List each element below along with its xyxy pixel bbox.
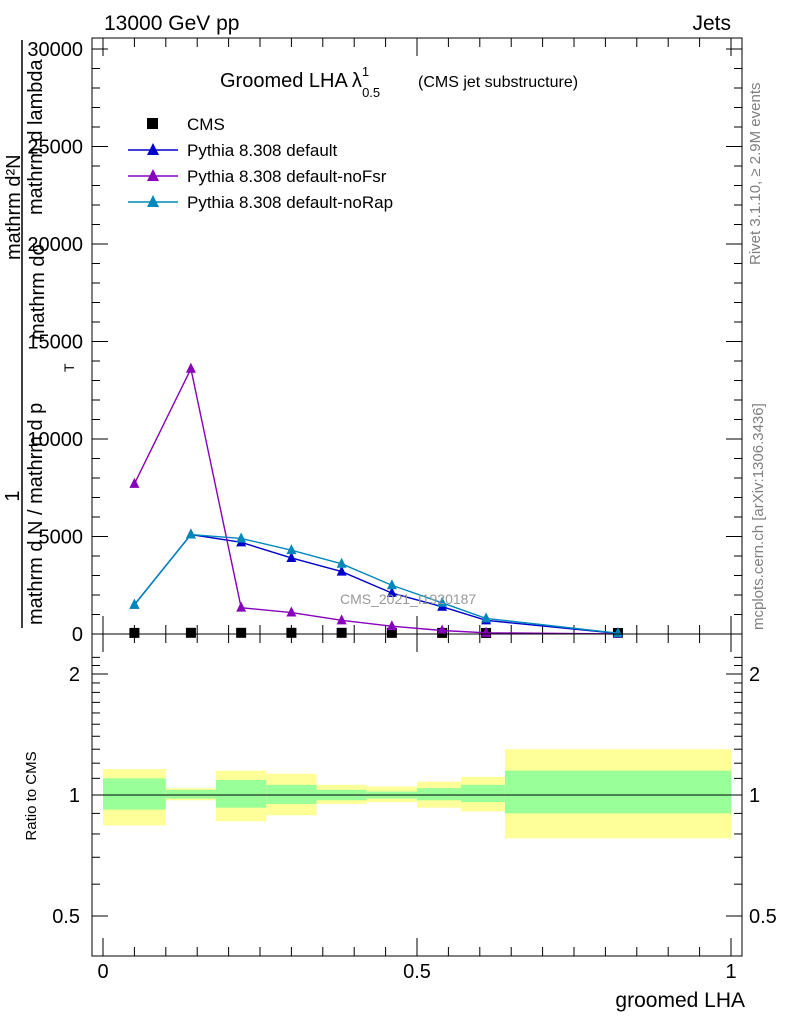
ratio-band-inner xyxy=(216,779,267,808)
ratio-band-inner xyxy=(266,784,317,804)
title-suffix: (CMS jet substructure) xyxy=(418,74,578,91)
series-line xyxy=(133,533,619,634)
ratio-y-tick-label: 0.5 xyxy=(52,906,80,928)
data-point-triangle xyxy=(437,596,448,607)
legend-label: Pythia 8.308 default-noFsr xyxy=(187,167,387,186)
ratio-bands xyxy=(103,749,731,839)
data-point-triangle xyxy=(286,551,297,562)
ratio-band-inner xyxy=(460,784,505,803)
legend-marker-square xyxy=(147,118,158,129)
y-tick-label: 10000 xyxy=(27,429,83,451)
ratio-y-tick-label-right: 1 xyxy=(749,785,760,807)
ratio-band-inner xyxy=(103,778,166,810)
ylabel-denominator: mathrm d N / mathrm d p xyxy=(25,403,47,625)
data-point-triangle xyxy=(286,544,297,555)
legend: CMS Pythia 8.308 default Pythia 8.308 defa… xyxy=(128,115,393,212)
ratio-axis-ticks: 0.5 0.5 1 1 2 2 0 0.5 1 xyxy=(52,634,777,983)
data-point-triangle xyxy=(612,627,623,638)
y-tick-label: 20000 xyxy=(27,234,83,256)
y-tick-label: 30000 xyxy=(27,39,83,61)
ylabel-d2n: mathrm d²N xyxy=(3,154,25,260)
ylabel-sub-t: T xyxy=(61,363,77,372)
data-point-triangle xyxy=(481,612,492,623)
legend-marker-triangle xyxy=(147,169,159,181)
ratio-y-tick-label-right: 2 xyxy=(749,664,760,686)
legend-marker-triangle xyxy=(147,195,159,207)
data-point-square xyxy=(386,627,397,638)
x-tick-label: 0.5 xyxy=(403,961,431,983)
legend-marker-triangle xyxy=(147,143,159,155)
ylabel-dsigma: mathrm dσ xyxy=(27,243,49,340)
legend-label: Pythia 8.308 default-noRap xyxy=(187,193,393,212)
ratio-plot: 0.5 0.5 1 1 2 2 0 0.5 1 Ratio to CMS groomed LHA xyxy=(23,633,777,1012)
series-line xyxy=(133,533,619,635)
data-point-triangle xyxy=(336,565,347,576)
data-point-triangle xyxy=(386,587,397,598)
ratio-y-tick-label-right: 0.5 xyxy=(749,906,777,928)
data-point-triangle xyxy=(185,528,196,539)
x-tick-label: 0 xyxy=(97,961,108,983)
data-point-triangle xyxy=(236,532,247,543)
data-point-square xyxy=(236,627,247,638)
title-lambda: λ xyxy=(352,70,362,92)
mcplots-label: mcplots.cern.ch [arXiv:1306.3436] xyxy=(750,403,767,630)
data-point-triangle xyxy=(437,624,448,635)
rivet-label: Rivet 3.1.10, ≥ 2.9M events xyxy=(747,83,764,266)
data-point-triangle xyxy=(129,477,140,488)
data-point-square xyxy=(336,627,347,638)
ratio-band-inner xyxy=(165,789,217,799)
ratio-y-tick-label: 1 xyxy=(69,785,80,807)
watermark: CMS_2021_I1920187 xyxy=(340,591,476,607)
ratio-ylabel: Ratio to CMS xyxy=(23,751,40,840)
main-axis-ticks: 0 5000 10000 15000 20000 25000 30000 xyxy=(27,38,742,646)
data-point-triangle xyxy=(336,557,347,568)
legend-label: CMS xyxy=(187,115,225,134)
main-plot: Groomed LHA λ1 0.5 (CMS jet substructure) … xyxy=(27,37,743,646)
title-text: Groomed LHA xyxy=(220,70,348,92)
data-point-square xyxy=(286,627,297,638)
x-tick-label: 1 xyxy=(725,961,736,983)
header-left: 13000 GeV pp xyxy=(104,12,239,35)
data-point-triangle xyxy=(386,620,397,631)
data-point-square xyxy=(185,627,196,638)
data-point-triangle xyxy=(386,579,397,590)
data-point-triangle xyxy=(185,362,196,373)
ylabel-one: 1 xyxy=(2,490,24,501)
y-tick-label: 5000 xyxy=(39,527,84,549)
xlabel: groomed LHA xyxy=(615,989,745,1012)
main-series xyxy=(129,362,623,638)
ratio-band-inner xyxy=(504,770,731,814)
ratio-band-inner xyxy=(417,788,461,801)
header-right: Jets xyxy=(692,12,731,35)
data-point-square xyxy=(129,627,140,638)
data-point-triangle xyxy=(236,601,247,612)
ylabel-dlambda: mathrm d lambda xyxy=(25,59,47,215)
title-sub: 0.5 xyxy=(362,85,380,100)
data-point-triangle xyxy=(336,614,347,625)
legend-label: Pythia 8.308 default xyxy=(187,141,338,160)
data-point-triangle xyxy=(286,606,297,617)
main-ylabel: 1 mathrm d N / mathrm d p T mathrm dσ ma… xyxy=(2,40,77,628)
data-point-triangle xyxy=(129,598,140,609)
y-tick-label: 25000 xyxy=(27,137,83,159)
title-sup: 1 xyxy=(362,64,369,79)
main-title: Groomed LHA λ1 0.5 (CMS jet substructure) xyxy=(220,64,578,100)
ratio-y-tick-label: 2 xyxy=(69,664,80,686)
y-tick-label: 15000 xyxy=(27,332,83,354)
y-tick-label: 0 xyxy=(72,624,83,646)
